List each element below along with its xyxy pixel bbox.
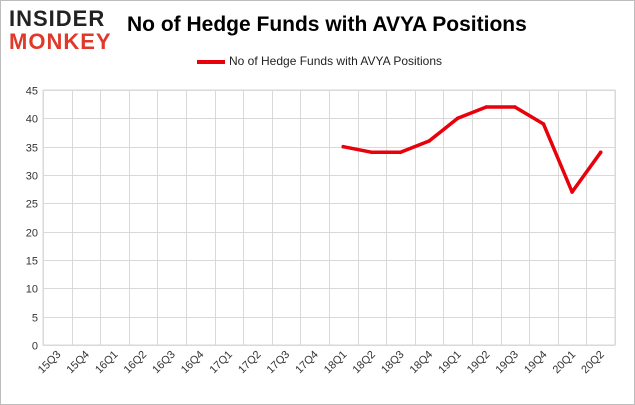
x-tick-label: 16Q1: [93, 349, 121, 377]
data-point: [513, 105, 517, 109]
x-tick-label: 17Q4: [293, 349, 321, 377]
x-tick-label: 17Q2: [236, 349, 264, 377]
x-tick-label: 18Q2: [350, 349, 378, 377]
data-point: [370, 150, 374, 155]
data-point: [455, 116, 460, 121]
x-tick-label: 15Q3: [36, 349, 64, 377]
y-tick-label: 5: [32, 313, 38, 325]
y-tick-label: 15: [26, 256, 38, 268]
insider-monkey-logo: INSIDER MONKEY: [9, 6, 119, 54]
chart-title: No of Hedge Funds with AVYA Positions: [127, 13, 527, 36]
data-point: [570, 190, 574, 194]
y-tick-label: 45: [26, 86, 38, 98]
x-tick-label: 19Q2: [465, 349, 493, 377]
data-point: [598, 150, 603, 155]
y-tick-label: 30: [26, 171, 38, 183]
x-tick-label: 16Q4: [179, 349, 207, 377]
x-tick-label: 19Q1: [436, 349, 464, 377]
logo-line-2: MONKEY: [9, 29, 112, 54]
data-point: [427, 139, 431, 143]
x-tick-label: 16Q3: [150, 349, 178, 377]
y-tick-label: 35: [26, 143, 38, 155]
x-tick-label: 19Q4: [522, 349, 550, 377]
y-tick-label: 20: [26, 228, 38, 240]
y-tick-label: 10: [26, 284, 38, 296]
x-tick-label: 18Q1: [322, 349, 350, 377]
x-tick-label: 17Q3: [265, 349, 293, 377]
y-tick-label: 40: [26, 114, 38, 126]
logo-line-1: INSIDER: [9, 6, 106, 31]
x-tick-label: 18Q4: [408, 349, 436, 377]
x-tick-label: 20Q1: [551, 349, 579, 377]
y-tick-label: 0: [32, 341, 38, 353]
x-tick-label: 20Q2: [579, 349, 607, 377]
x-tick-label: 18Q3: [379, 349, 407, 377]
data-point: [541, 122, 546, 126]
y-tick-label: 25: [26, 199, 38, 211]
legend-swatch: [197, 60, 225, 64]
legend-label: No of Hedge Funds with AVYA Positions: [229, 54, 443, 68]
x-tick-label: 19Q3: [493, 349, 521, 377]
data-point: [341, 144, 346, 149]
series-line: [341, 105, 603, 194]
x-tick-label: 16Q2: [122, 349, 150, 377]
data-point: [484, 105, 489, 109]
x-tick-label: 17Q1: [207, 349, 235, 377]
x-tick-label: 15Q4: [64, 349, 92, 377]
data-point: [398, 150, 403, 155]
